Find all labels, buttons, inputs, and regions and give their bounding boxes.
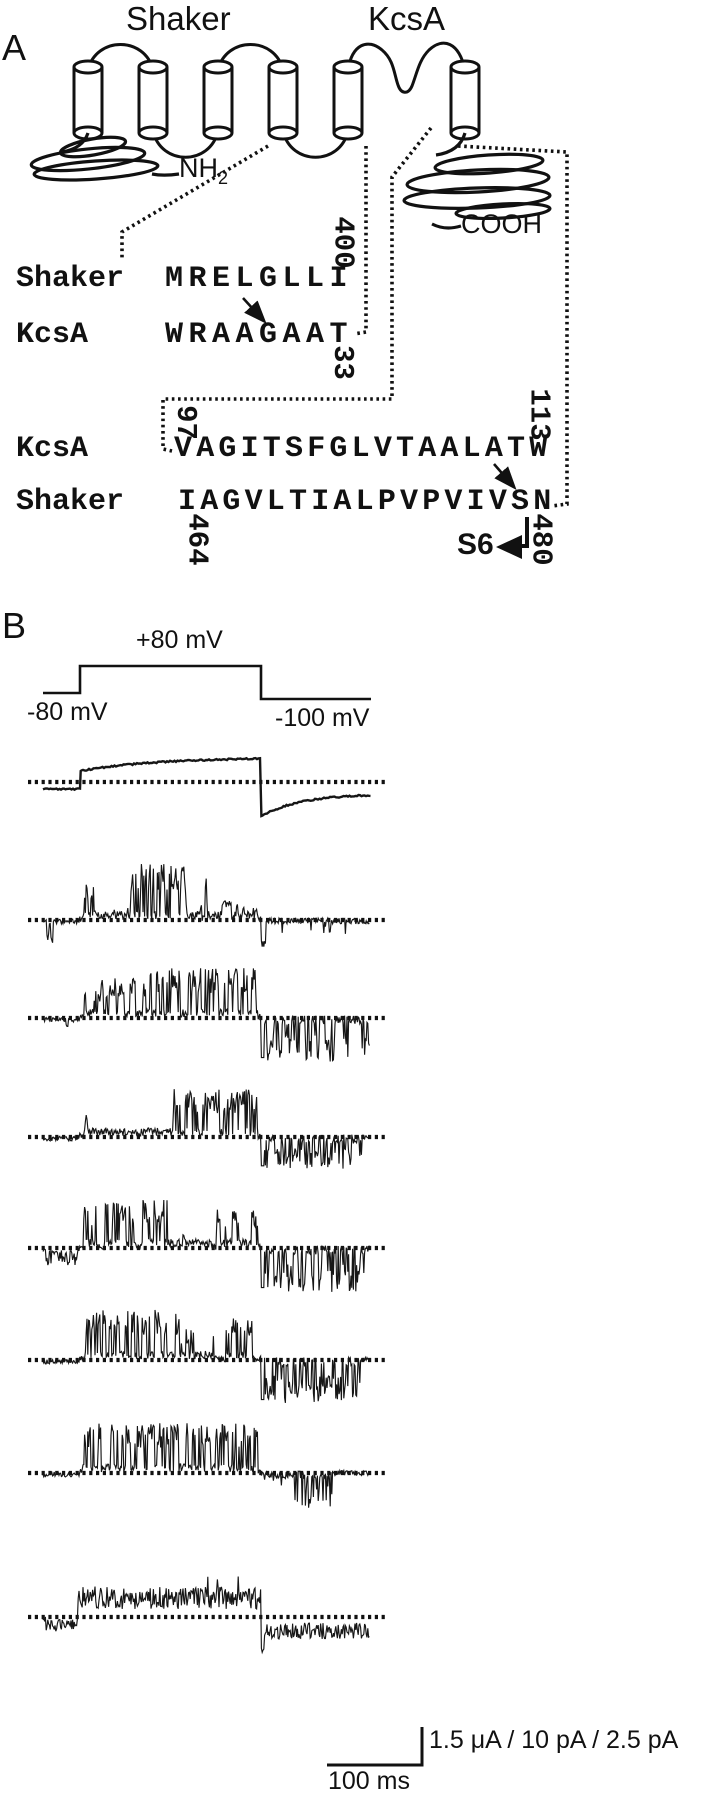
cooh-label: COOH [461,209,542,239]
shaker-title: Shaker [126,0,231,37]
arrow-mrelglli-to-wraagaat [242,297,267,324]
helix-s6 [449,59,481,141]
dotted-leader-lines [120,126,569,508]
step-voltage-label: +80 mV [136,626,223,654]
residue-number-480: 480 [524,513,558,566]
helix-s3 [202,59,234,141]
residue-number-33: 33 [325,345,359,380]
helix-s4 [267,59,299,141]
alignment1-row2-name: KcsA [16,318,89,352]
current-trace-4 [42,1199,370,1292]
s6-arrowhead-icon [496,535,522,559]
cooh-coil [402,132,552,230]
nh2-subscript: 2 [218,168,229,188]
alignment2-row1-sequence: VAGITSFGLVTAALATW [174,432,552,466]
current-trace-0 [42,756,371,818]
helix-s5 [332,59,364,141]
alignment2-row2-name: Shaker [16,485,125,519]
residue-number-400: 400 [326,216,360,269]
s6-label: S6 [457,528,494,561]
tail-voltage-label: -100 mV [275,704,370,732]
alignment-arrows [242,297,517,490]
holding-voltage-label: -80 mV [27,698,108,726]
helix-cylinders [72,59,481,141]
nh2-coil [29,132,180,182]
alignment1-row1-name: Shaker [16,262,125,296]
current-trace-1 [42,864,370,947]
scale-bar [327,1727,424,1767]
alignment2-row1-name: KcsA [16,432,89,466]
alignment1-row1-sequence: MRELGLLI [165,262,354,296]
arrow-vtaalatw-to-pvivsn [493,463,517,490]
amplitude-scale-label: 1.5 μA / 10 pA / 2.5 pA [429,1726,679,1754]
helix-s1 [72,59,104,141]
current-traces [28,756,385,1655]
current-trace-2 [42,968,370,1062]
helix-s2 [137,59,169,141]
panel-b-label: B [2,605,27,646]
time-scale-label: 100 ms [328,1767,410,1795]
current-trace-5 [42,1309,370,1403]
alignment2-row2-sequence: IAGVLTIALPVPVIVSN [178,485,556,519]
panel-a-label: A [2,27,27,68]
current-trace-7 [42,1576,370,1655]
voltage-protocol-trace [43,664,371,701]
kcsa-title: KcsA [368,0,446,37]
current-trace-3 [42,1089,370,1169]
s6-pointer [496,517,529,559]
current-trace-6 [42,1423,370,1508]
nh2-label: NH2 [179,153,229,188]
residue-number-464: 464 [180,513,214,566]
alignment1-row2-sequence: WRAAGAAT [165,318,354,352]
